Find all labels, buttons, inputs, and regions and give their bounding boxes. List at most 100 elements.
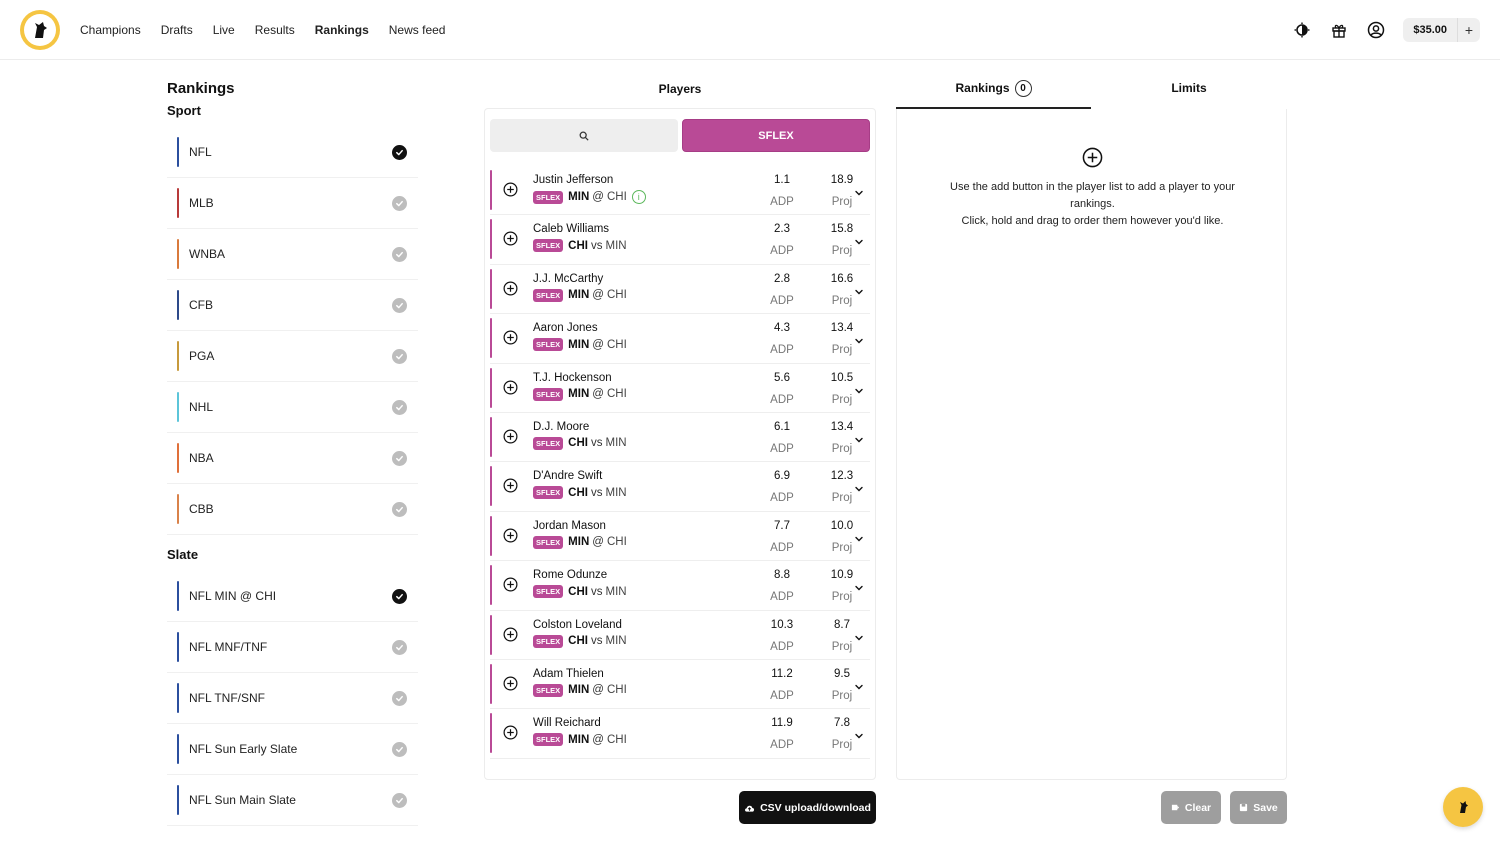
chevron-down-icon[interactable]	[854, 185, 864, 196]
player-name[interactable]: J.J. McCarthy	[533, 272, 604, 285]
player-name[interactable]: Will Reichard	[533, 717, 601, 730]
player-name[interactable]: Jordan Mason	[533, 519, 606, 532]
clear-button[interactable]: Clear	[1161, 791, 1221, 824]
check-circle-icon[interactable]	[392, 246, 407, 262]
balance-widget[interactable]: $35.00 +	[1403, 18, 1480, 42]
nav-link-champions[interactable]: Champions	[80, 23, 141, 37]
add-player-icon[interactable]	[503, 627, 518, 642]
brand-logo[interactable]	[20, 10, 60, 50]
add-player-icon[interactable]	[503, 231, 518, 246]
position-color-bar	[490, 515, 492, 556]
sflex-filter-button[interactable]: SFLEX	[682, 119, 870, 152]
csv-upload-download-button[interactable]: CSV upload/download	[739, 791, 876, 824]
slate-item[interactable]: NFL MIN @ CHI	[167, 571, 418, 622]
sport-item-nhl[interactable]: NHL	[167, 382, 418, 433]
check-circle-icon[interactable]	[392, 399, 407, 415]
proj-value: 13.4	[830, 420, 854, 433]
add-player-icon[interactable]	[503, 528, 518, 543]
sport-item-nba[interactable]: NBA	[167, 433, 418, 484]
slate-item[interactable]: NFL Sun Main Slate	[167, 775, 418, 826]
player-name[interactable]: Aaron Jones	[533, 322, 598, 335]
theme-toggle-icon[interactable]	[1292, 20, 1312, 40]
chevron-down-icon[interactable]	[854, 630, 864, 641]
chevron-down-icon[interactable]	[854, 284, 864, 295]
opponent-team: CHI	[606, 338, 627, 351]
chevron-down-icon[interactable]	[854, 333, 864, 344]
add-player-icon[interactable]	[503, 380, 518, 395]
chevron-down-icon[interactable]	[854, 481, 864, 492]
player-team: MIN	[568, 388, 590, 401]
player-name[interactable]: D.J. Moore	[533, 420, 590, 433]
chevron-down-icon[interactable]	[854, 531, 864, 542]
sport-item-nfl[interactable]: NFL	[167, 127, 418, 178]
nav-link-results[interactable]: Results	[254, 23, 295, 37]
check-circle-filled-icon[interactable]	[392, 588, 407, 604]
position-tag: SFLEX	[533, 436, 564, 450]
sport-section-title: Sport	[167, 103, 201, 118]
player-name[interactable]: Caleb Williams	[533, 223, 610, 236]
slate-item[interactable]: NFL Sun Early Slate	[167, 724, 418, 775]
nav-link-drafts[interactable]: Drafts	[160, 23, 193, 37]
check-circle-icon[interactable]	[392, 639, 407, 655]
chevron-down-icon[interactable]	[854, 679, 864, 690]
check-circle-icon[interactable]	[392, 690, 407, 706]
nav-link-rankings[interactable]: Rankings	[314, 23, 369, 37]
chevron-down-icon[interactable]	[854, 432, 864, 443]
player-list[interactable]: Justin Jefferson SFLEX MIN @ CHI i 1.1 ADP 18.9 P…	[490, 166, 870, 768]
info-icon[interactable]: i	[631, 190, 646, 204]
proj-value: 9.5	[834, 667, 850, 680]
add-player-icon[interactable]	[503, 281, 518, 296]
player-name[interactable]: Rome Odunze	[533, 569, 608, 582]
slate-item[interactable]: NFL TNF/SNF	[167, 673, 418, 724]
check-circle-filled-icon[interactable]	[392, 144, 407, 160]
sport-item-cfb[interactable]: CFB	[167, 280, 418, 331]
add-player-icon[interactable]	[503, 478, 518, 493]
player-row: Aaron Jones SFLEX MIN @ CHI 4.3 ADP 13.4 Proj	[490, 314, 870, 364]
sport-item-cbb[interactable]: CBB	[167, 484, 418, 535]
add-player-icon[interactable]	[503, 429, 518, 444]
check-circle-icon[interactable]	[392, 792, 407, 808]
player-matchup: SFLEX MIN @ CHI	[533, 683, 627, 697]
add-player-icon[interactable]	[503, 676, 518, 691]
add-funds-button[interactable]: +	[1464, 22, 1474, 38]
rankings-count-badge: 0	[1014, 80, 1032, 97]
player-search-button[interactable]	[490, 119, 678, 152]
add-player-icon[interactable]	[503, 577, 518, 592]
chevron-down-icon[interactable]	[854, 728, 864, 739]
nav-link-news-feed[interactable]: News feed	[388, 23, 446, 37]
chevron-down-icon[interactable]	[854, 234, 864, 245]
check-circle-icon[interactable]	[392, 348, 407, 364]
check-circle-icon[interactable]	[392, 450, 407, 466]
help-fab-button[interactable]	[1443, 787, 1483, 827]
add-player-icon[interactable]	[503, 330, 518, 345]
player-name[interactable]: T.J. Hockenson	[533, 371, 612, 384]
add-player-icon[interactable]	[503, 725, 518, 740]
tab-limits[interactable]: Limits	[1091, 80, 1287, 109]
gift-icon[interactable]	[1329, 20, 1349, 40]
slate-item[interactable]: NFL MNF/TNF	[167, 622, 418, 673]
sport-item-wnba[interactable]: WNBA	[167, 229, 418, 280]
check-circle-icon[interactable]	[392, 501, 407, 517]
adp-label: ADP	[770, 245, 794, 258]
player-row: D.J. Moore SFLEX CHI vs MIN 6.1 ADP 13.4 Proj	[490, 413, 870, 463]
player-name[interactable]: D'Andre Swift	[533, 470, 603, 483]
player-name[interactable]: Justin Jefferson	[533, 174, 614, 186]
chevron-down-icon[interactable]	[854, 580, 864, 591]
sport-item-pga[interactable]: PGA	[167, 331, 418, 382]
tab-rankings[interactable]: Rankings 0	[896, 80, 1091, 109]
account-icon[interactable]	[1366, 20, 1386, 40]
dog-logo-icon	[35, 22, 47, 38]
save-button[interactable]: Save	[1230, 791, 1287, 824]
check-circle-icon[interactable]	[392, 741, 407, 757]
player-name[interactable]: Adam Thielen	[533, 667, 604, 680]
player-name[interactable]: Colston Loveland	[533, 618, 622, 631]
add-player-icon[interactable]	[503, 182, 518, 197]
proj-value: 13.4	[830, 322, 854, 335]
chevron-down-icon[interactable]	[854, 383, 864, 394]
tab-limits-label: Limits	[1171, 81, 1207, 95]
adp-value: 7.7	[774, 519, 790, 532]
check-circle-icon[interactable]	[392, 195, 407, 211]
sport-item-mlb[interactable]: MLB	[167, 178, 418, 229]
check-circle-icon[interactable]	[392, 297, 407, 313]
nav-link-live[interactable]: Live	[212, 23, 235, 37]
